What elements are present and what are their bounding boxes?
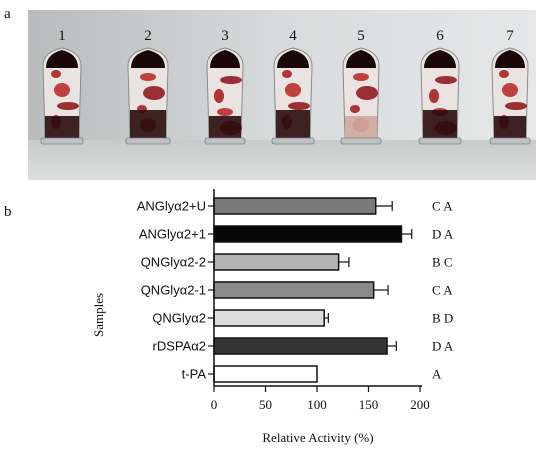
tube-base [125,137,171,145]
category-label: ANGlyα2+U [137,199,206,214]
clot-fragment [505,102,527,110]
clot-fragment [220,76,242,84]
tube-5: 5 [340,28,382,145]
bar-row: ANGlyα2+U C A [137,197,453,215]
photo-floor [28,140,536,180]
significance-label: C A [432,283,453,298]
bar-row: QNGlyα2-2 B C [141,253,453,271]
tube-6: 6 [418,28,462,145]
clot-fragment [429,89,439,103]
clot-fragment [356,86,378,100]
bar [213,337,388,355]
clot-fragment [57,102,79,110]
tube-top-clot [210,50,240,68]
clot-fragment [54,83,70,97]
blood-clot-tubes-photo: 1 2 3 4 5 6 7 [28,10,536,180]
tube-label: 1 [58,28,66,44]
significance-label: A [432,367,442,382]
tube-label: 6 [436,28,444,44]
clot-fragment [502,83,518,97]
tube-body [206,47,244,139]
tube-label: 7 [506,28,514,44]
tube-top-clot [46,50,78,68]
significance-label: D A [432,227,454,242]
clot-fragment [217,108,233,116]
category-label: ANGlyα2+1 [139,227,206,242]
bar [213,253,340,271]
significance-label: B C [432,255,453,270]
x-ticks-group: 0 50 100 150 200 [211,386,430,412]
tube-top-clot [277,50,309,68]
clot-fragment [353,73,369,81]
tube-top-clot [346,50,376,68]
bar-row: QNGlyα2 B D [152,309,453,327]
category-label: t-PA [182,367,207,382]
tube-bottom-clot [423,110,457,138]
x-axis-title: Relative Activity (%) [262,430,373,445]
x-tick-label: 50 [259,397,272,412]
tube-base [340,137,382,145]
tube-4: 4 [271,28,315,145]
tube-base [204,137,246,145]
x-tick-label: 200 [410,397,430,412]
clot-fragment [143,86,165,100]
tube-bottom-clot [276,110,310,138]
bar-row: QNGlyα2-1 C A [141,281,453,299]
tube-bottom-clot [345,116,377,138]
bar [213,309,325,327]
tube-bottom-clot [45,116,79,138]
clot-fragment [285,83,301,97]
tube-label: 5 [357,28,365,44]
tube-label: 3 [221,28,229,44]
clot-fragment [499,70,509,78]
category-label: QNGlyα2 [152,311,206,326]
clot-fragment [51,70,61,78]
significance-label: B D [432,311,453,326]
tube-top-clot [424,50,456,68]
clot-fragment [214,89,224,103]
bar [213,365,318,383]
category-label: QNGlyα2-1 [141,283,206,298]
clot-fragment [288,102,310,110]
bar-row: ANGlyα2+1 D A [139,225,454,243]
tube-top-clot [131,50,165,68]
tube-base [489,137,531,145]
clot-fragment [282,70,292,78]
tube-1: 1 [40,28,84,145]
significance-label: D A [432,339,454,354]
clot-fragment [350,105,360,113]
x-tick-label: 150 [359,397,379,412]
bar [213,225,403,243]
relative-activity-bar-chart: Samples Relative Activity (%) ANGlyα2+U C… [91,189,454,445]
x-tick-label: 0 [211,397,218,412]
tube-2: 2 [125,28,171,145]
tube-3: 3 [204,28,246,145]
tube-base [418,137,462,145]
panel-label-a: a [4,6,11,22]
tube-base [271,137,315,145]
tube-label: 4 [289,28,297,44]
tube-top-clot [495,50,525,68]
clot-fragment [435,76,457,84]
significance-label: C A [432,199,453,214]
bar-row: t-PA A [182,365,442,383]
category-label: QNGlyα2-2 [141,255,206,270]
x-tick-label: 100 [307,397,327,412]
panel-label-b: b [4,204,12,220]
clot-fragment [140,73,156,81]
y-axis-title: Samples [91,293,106,337]
tube-label: 2 [144,28,152,44]
tube-bottom-clot [130,110,166,138]
tube-7: 7 [489,28,531,145]
bar-row: rDSPAα2 D A [152,337,454,355]
bar [213,197,377,215]
bar [213,281,375,299]
tube-base [40,137,84,145]
category-label: rDSPAα2 [152,339,206,354]
tubes-group: 1 2 3 4 5 6 7 [40,28,531,145]
tube-bottom-clot [209,116,241,138]
tube-bottom-clot [494,116,526,138]
